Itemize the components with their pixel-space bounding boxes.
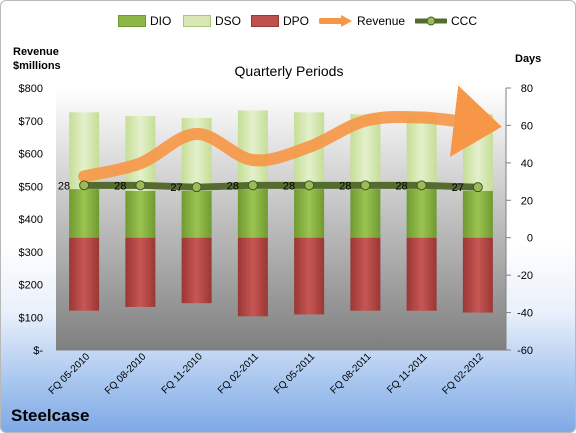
x-tick-label: FQ 11-2010: [160, 351, 205, 396]
legend-dpo-swatch: [251, 15, 279, 27]
legend-ccc-marker-icon: [415, 16, 447, 26]
legend-ccc-label: CCC: [451, 14, 477, 28]
y-left-tick-label: $-: [33, 345, 43, 357]
ccc-point: [304, 180, 315, 191]
y-left-tick-label: $600: [19, 149, 43, 161]
dio-bar: [350, 189, 381, 238]
dio-bar: [69, 189, 100, 238]
y-right-tick-label: -40: [517, 308, 533, 320]
legend-dpo: DPO: [251, 14, 309, 28]
ccc-line: [80, 181, 482, 191]
y-right-tick-label: 80: [521, 83, 533, 95]
ccc-data-label: 28: [227, 180, 239, 192]
y-left-tick-label: $500: [19, 181, 43, 193]
dpo-bar: [462, 237, 493, 313]
dpo-bar: [69, 237, 100, 311]
dpo-bar: [294, 237, 325, 315]
legend-revenue: Revenue: [319, 14, 405, 28]
revenue-line: [78, 85, 502, 183]
dio-bar: [125, 190, 156, 238]
dpo-bar: [125, 237, 156, 307]
y-left-axis-title-line2: $millions: [13, 60, 61, 72]
y-right-tick-label: 0: [527, 233, 533, 245]
legend-ccc: CCC: [415, 14, 477, 28]
y-right-tick-label: 40: [521, 158, 533, 170]
x-tick-label: FQ 02-2011: [216, 351, 261, 396]
ccc-point: [247, 180, 258, 191]
x-tick-label: FQ 05-2011: [272, 351, 317, 396]
chart-title: Quarterly Periods: [234, 63, 344, 79]
legend-revenue-label: Revenue: [357, 14, 406, 28]
dpo-bar: [237, 237, 268, 317]
dio-bar: [181, 190, 212, 238]
x-tick-label: FQ 08-2010: [103, 351, 149, 397]
company-name: Steelcase: [11, 406, 90, 425]
y-left-tick-label: $700: [19, 116, 43, 128]
dio-bar: [237, 189, 268, 238]
dso-bar: [406, 114, 437, 190]
y-left-tick-label: $200: [19, 280, 43, 292]
ccc-point: [472, 182, 483, 193]
y-right-tick-label: 20: [521, 195, 533, 207]
y-left-tick-label: $800: [19, 83, 43, 95]
ccc-point: [360, 180, 371, 191]
dio-bar: [462, 190, 493, 238]
dio-bar: [406, 189, 437, 238]
y-right-tick-label: 60: [521, 120, 533, 132]
y-left-tick-label: $400: [19, 214, 43, 226]
ccc-point: [416, 180, 427, 191]
dio-bar: [294, 189, 325, 238]
ccc-data-label: 28: [339, 180, 351, 192]
dpo-bar: [406, 237, 437, 311]
ccc-data-label: 28: [58, 180, 70, 192]
dso-bar: [237, 110, 268, 190]
legend-dio-swatch: [118, 15, 146, 27]
dpo-bar: [181, 237, 212, 304]
y-right-axis-title: Days: [515, 53, 542, 65]
legend-dso-label: DSO: [215, 14, 242, 28]
ccc-data-label: 28: [395, 180, 407, 192]
y-right-tick-label: -60: [517, 345, 533, 357]
ccc-data-label: 28: [283, 180, 295, 192]
ccc-data-label: 28: [114, 180, 126, 192]
ccc-point: [135, 180, 146, 191]
legend-dpo-label: DPO: [283, 14, 310, 28]
ccc-data-label: 27: [452, 182, 464, 194]
y-right-tick-label: -20: [517, 270, 533, 282]
ccc-data-label: 27: [170, 182, 182, 194]
x-tick-label: FQ 08-2011: [329, 351, 374, 396]
legend-dso-swatch: [183, 15, 211, 27]
x-tick-label: FQ 02-2012: [440, 351, 486, 397]
y-left-axis-title-line1: Revenue: [13, 46, 59, 58]
ccc-point: [79, 180, 90, 191]
ccc-point: [191, 182, 202, 193]
legend-dso: DSO: [183, 14, 241, 28]
y-left-axis-title: Revenue $millions: [13, 45, 61, 73]
legend-revenue-arrow-icon: [319, 15, 352, 27]
plot-area: [56, 88, 506, 350]
legend-dio-label: DIO: [150, 14, 172, 28]
dpo-bar: [350, 237, 381, 311]
y-left-tick-label: $300: [19, 247, 43, 259]
y-left-tick-label: $100: [19, 312, 43, 324]
x-tick-label: FQ 11-2011: [385, 351, 430, 396]
x-tick-label: FQ 05-2010: [47, 351, 93, 397]
legend-dio: DIO: [118, 14, 171, 28]
